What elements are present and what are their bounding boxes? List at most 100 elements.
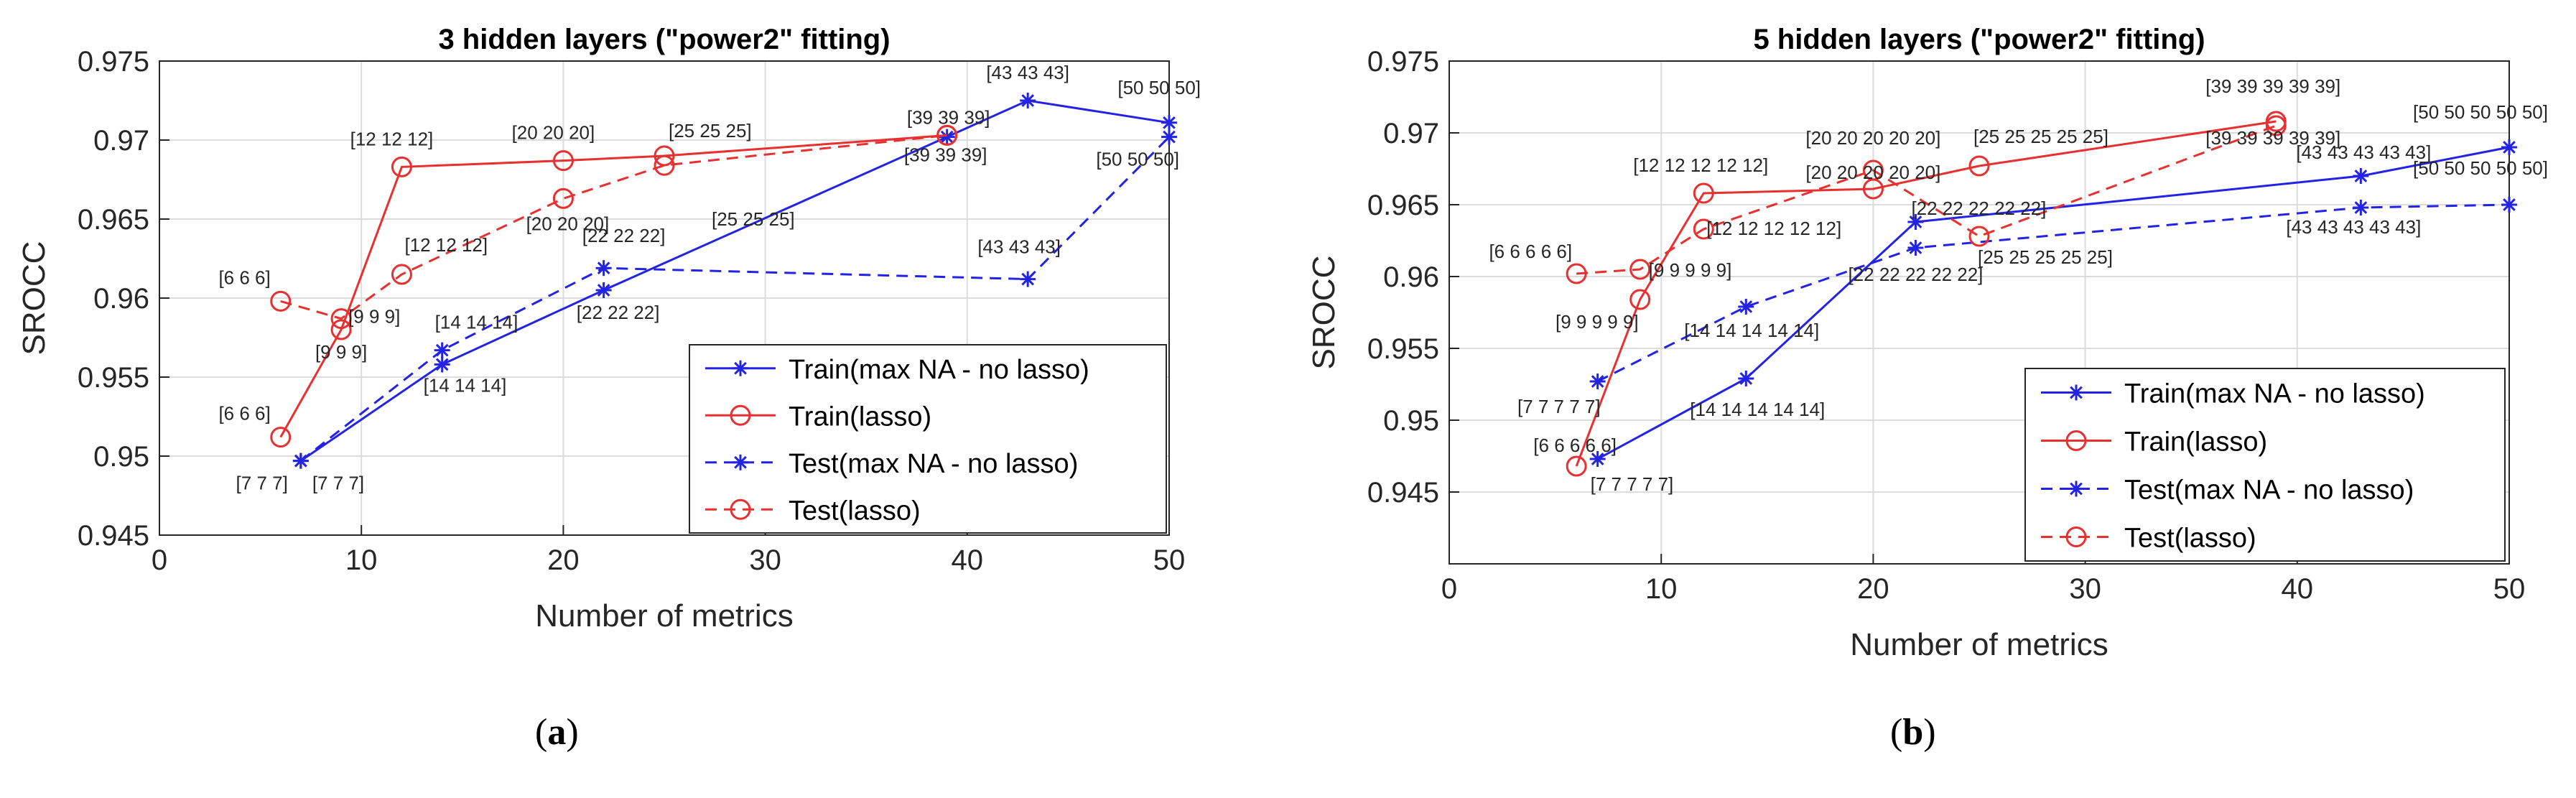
data-point	[1907, 214, 1924, 230]
legend-label: Train(lasso)	[2124, 427, 2267, 458]
data-point	[1968, 155, 1990, 177]
legend-marker	[730, 404, 751, 426]
star-stroke	[734, 455, 747, 469]
data-point	[1738, 299, 1754, 315]
series-train-lasso	[1566, 111, 2287, 477]
data-point	[654, 154, 675, 176]
data-point	[1968, 226, 1990, 247]
x-tick-label: 10	[1645, 573, 1678, 605]
data-point	[1907, 240, 1924, 256]
data-label: [22 22 22]	[577, 302, 660, 323]
data-point	[552, 187, 574, 209]
x-axis-label: Number of metrics	[535, 598, 793, 634]
data-point	[936, 124, 958, 146]
data-point	[434, 342, 450, 358]
legend-box	[689, 344, 1167, 534]
star-stroke	[597, 284, 610, 297]
star-stroke	[1739, 300, 1753, 313]
chart-b: 0 10 20 30 40 50 0.945 0.95 0.955 0.96 0.965 0.97 0.…	[1306, 24, 2548, 662]
chart-title: 5 hidden layers ("power2" fitting)	[1753, 24, 2205, 55]
legend-label: Test(lasso)	[2124, 524, 2256, 554]
series-line	[279, 134, 947, 438]
star-stroke	[940, 130, 954, 144]
legend-marker	[733, 360, 748, 376]
data-label: [12 12 12 12 12]	[1633, 154, 1768, 176]
star-stroke	[1591, 375, 1604, 388]
y-tick-label: 0.975	[78, 46, 149, 78]
data-label: [39 39 39 39 39]	[2205, 75, 2340, 97]
data-label: [25 25 25]	[669, 120, 752, 141]
series-line	[1576, 124, 2277, 275]
legend-marker	[730, 498, 751, 520]
star-stroke	[435, 343, 449, 357]
data-point	[391, 156, 412, 177]
y-tick-label: 0.965	[1367, 190, 1439, 221]
star-stroke	[2354, 170, 2368, 182]
chart-title: 3 hidden layers ("power2" fitting)	[438, 24, 890, 55]
data-label: [9 9 9]	[315, 341, 367, 363]
data-point	[292, 453, 309, 469]
data-label: [14 14 14 14 14]	[1690, 399, 1825, 420]
data-label: [39 39 39]	[907, 106, 990, 128]
chart-a: 0 10 20 30 40 50 0.945 0.95 0.955 0.96 0.965 0.97 0.…	[17, 24, 1201, 634]
y-tick-label: 0.975	[1367, 46, 1439, 78]
star-stroke	[2070, 482, 2083, 496]
data-point	[1566, 455, 1587, 477]
data-label: [6 6 6]	[218, 266, 270, 288]
data-label: [25 25 25 25 25]	[1973, 126, 2108, 147]
data-label: [9 9 9 9 9]	[1649, 259, 1732, 281]
x-tick-label: 50	[1153, 544, 1186, 576]
subcaption-a: (a)	[535, 711, 579, 753]
x-tick-label: 40	[2282, 573, 2314, 605]
data-point	[391, 264, 412, 285]
data-point	[1693, 218, 1714, 240]
caption-label-b: b	[1902, 712, 1924, 753]
data-point	[595, 260, 612, 277]
data-label: [7 7 7 7 7]	[1591, 473, 1674, 495]
star-stroke	[2503, 198, 2516, 211]
data-label: [6 6 6]	[218, 403, 270, 424]
data-label: [12 12 12]	[404, 234, 488, 256]
data-label: [20 20 20 20 20]	[1805, 127, 1940, 149]
data-point	[2265, 115, 2287, 136]
data-label: [25 25 25]	[712, 208, 795, 230]
data-label: [9 9 9]	[348, 306, 400, 328]
series-line	[280, 134, 947, 320]
x-tick-label: 0	[1441, 573, 1457, 605]
data-point	[2501, 197, 2517, 213]
data-label: [20 20 20 20 20]	[1805, 162, 1940, 183]
data-point	[595, 282, 612, 298]
y-axis-label: SROCC	[1306, 256, 1342, 370]
star-stroke	[1163, 130, 1176, 144]
data-point	[270, 427, 292, 448]
axes-box	[1449, 60, 2510, 565]
legend-label: Test(max NA - no lasso)	[2124, 475, 2414, 506]
data-point	[2353, 200, 2369, 215]
data-label: [20 20 20]	[526, 213, 610, 234]
x-tick-label: 30	[2069, 573, 2101, 605]
subcaption-b: (b)	[1890, 711, 1936, 753]
series-line	[299, 99, 1170, 462]
caption-close-paren: )	[1923, 712, 1936, 753]
legend-marker	[2068, 481, 2084, 497]
legend-label: Train(max NA - no lasso)	[2124, 379, 2425, 409]
y-tick-label: 0.965	[78, 204, 149, 236]
legend-box	[2024, 368, 2506, 562]
star-stroke	[2503, 141, 2516, 154]
data-point	[1693, 182, 1714, 204]
legend-label: Test(lasso)	[789, 496, 921, 526]
data-point	[330, 308, 352, 330]
star-stroke	[1021, 94, 1034, 107]
x-tick-label: 20	[1857, 573, 1889, 605]
y-tick-label: 0.955	[1367, 333, 1439, 365]
data-label: [22 22 22 22 22]	[1848, 264, 1983, 285]
data-point	[654, 145, 675, 167]
data-label: [7 7 7]	[312, 473, 364, 494]
series-train-max-na-no-lasso	[1589, 139, 2517, 467]
star-stroke	[734, 361, 747, 375]
y-tick-label: 0.97	[1383, 118, 1439, 149]
star-stroke	[2070, 386, 2083, 399]
data-label: [14 14 14]	[424, 374, 507, 396]
y-tick-label: 0.945	[78, 520, 149, 552]
star-stroke	[2354, 201, 2368, 214]
